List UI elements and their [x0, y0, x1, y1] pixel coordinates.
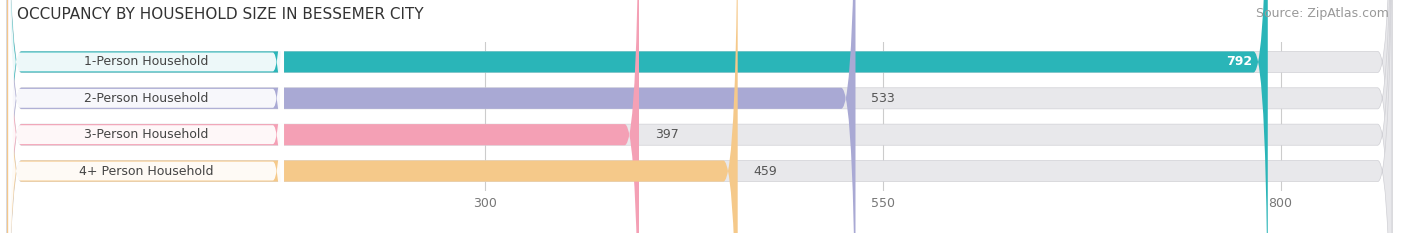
FancyBboxPatch shape [7, 0, 1268, 233]
FancyBboxPatch shape [7, 0, 1392, 233]
FancyBboxPatch shape [8, 0, 284, 233]
Text: OCCUPANCY BY HOUSEHOLD SIZE IN BESSEMER CITY: OCCUPANCY BY HOUSEHOLD SIZE IN BESSEMER … [17, 7, 423, 22]
Text: 792: 792 [1226, 55, 1251, 69]
FancyBboxPatch shape [7, 0, 638, 233]
FancyBboxPatch shape [7, 0, 1392, 233]
FancyBboxPatch shape [8, 0, 284, 233]
FancyBboxPatch shape [7, 0, 738, 233]
Text: 459: 459 [754, 164, 778, 178]
Text: 4+ Person Household: 4+ Person Household [79, 164, 214, 178]
Text: 397: 397 [655, 128, 679, 141]
FancyBboxPatch shape [8, 0, 284, 233]
Text: Source: ZipAtlas.com: Source: ZipAtlas.com [1256, 7, 1389, 20]
Text: 1-Person Household: 1-Person Household [84, 55, 208, 69]
FancyBboxPatch shape [7, 0, 1392, 233]
Text: 533: 533 [872, 92, 896, 105]
FancyBboxPatch shape [7, 0, 1392, 233]
Text: 3-Person Household: 3-Person Household [84, 128, 208, 141]
Text: 2-Person Household: 2-Person Household [84, 92, 208, 105]
FancyBboxPatch shape [7, 0, 855, 233]
FancyBboxPatch shape [8, 0, 284, 233]
